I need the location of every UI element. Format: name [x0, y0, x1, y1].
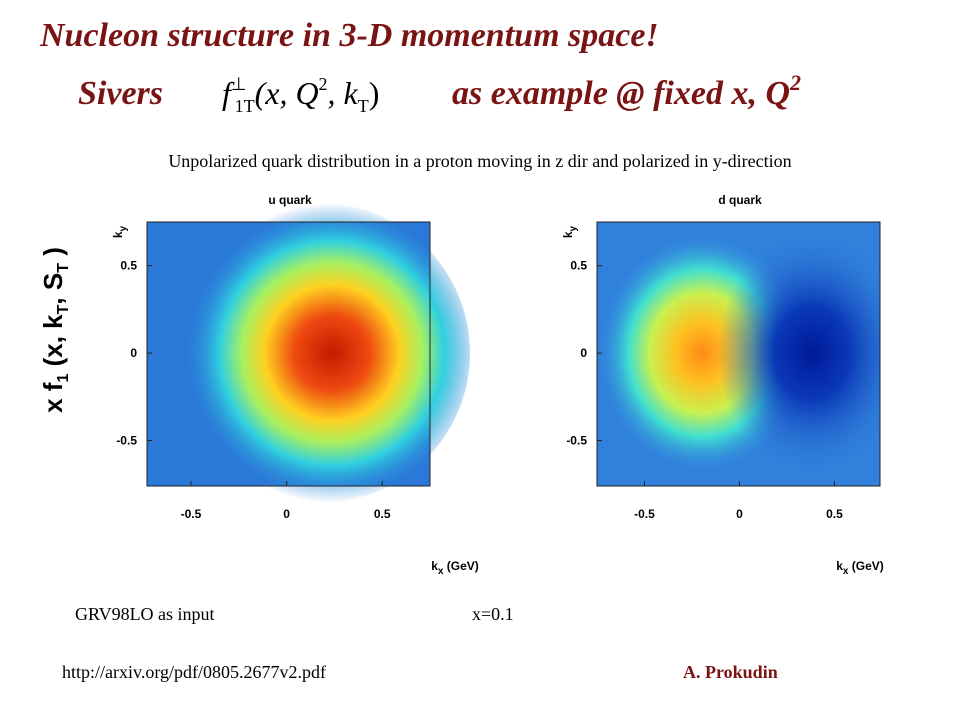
footer-author: A. Prokudin: [683, 662, 778, 682]
y-tick-label: -0.5: [116, 434, 137, 448]
x-tick-label: -0.5: [634, 507, 655, 521]
y-tick-label: 0.5: [120, 259, 137, 273]
panel-title: d quark: [718, 193, 762, 207]
yq-part: ): [38, 247, 68, 263]
heatmap-u: [146, 203, 470, 503]
formula-args: (x, Q: [255, 75, 319, 111]
y-label-sub: y: [118, 225, 129, 231]
title-line1: Nucleon structure in 3-D momentum space!: [39, 17, 659, 54]
yq-sub: T: [55, 304, 72, 314]
x-label-unit: (GeV): [443, 559, 478, 573]
title-rest: as example @ fixed x, Q2: [452, 70, 801, 112]
title-rest-text: as example @ fixed x, Q: [452, 75, 790, 112]
x-axis-label: kx (GeV): [431, 559, 479, 577]
y-label-k: k: [561, 231, 575, 238]
heatmap-d: [596, 221, 881, 487]
title-rest-sup: 2: [789, 70, 801, 95]
y-axis-label: ky: [561, 225, 579, 238]
formula-k: , k: [328, 75, 359, 111]
x-label-sub: x: [438, 566, 444, 577]
y-tick-label: 0: [580, 346, 587, 360]
yq-part: (x, k: [38, 314, 68, 374]
x-label-sub: x: [843, 566, 849, 577]
x-tick-label: 0.5: [826, 507, 843, 521]
x-label-k: k: [836, 559, 843, 573]
formula-close: ): [369, 75, 380, 111]
x-tick-label: 0: [736, 507, 743, 521]
yq-part: , S: [38, 273, 68, 305]
formula-sub: 1T: [235, 96, 255, 116]
title-sivers: Sivers: [78, 75, 163, 112]
yq-sub: T: [55, 263, 72, 273]
x-label-unit: (GeV): [848, 559, 883, 573]
formula: f⊥ 1T(x, Q2, kT): [222, 74, 379, 116]
y-tick-label: -0.5: [566, 434, 587, 448]
y-quantity: x f1 (x, kT, ST ): [38, 247, 72, 413]
panel-title: u quark: [268, 193, 312, 207]
footer-x: x=0.1: [472, 604, 514, 624]
y-label-sub: y: [568, 225, 579, 231]
y-tick-label: 0: [130, 346, 137, 360]
y-tick-label: 0.5: [570, 259, 587, 273]
x-axis-label: kx (GeV): [836, 559, 884, 577]
x-tick-label: -0.5: [181, 507, 202, 521]
y-axis-label: ky: [111, 225, 129, 238]
y-label-k: k: [111, 231, 125, 238]
footer-input: GRV98LO as input: [75, 604, 215, 624]
x-tick-label: 0.5: [374, 507, 391, 521]
yq-part: x f: [38, 382, 68, 413]
formula-perp: ⊥: [231, 74, 247, 94]
formula-sub-t: T: [358, 96, 369, 116]
formula-sup: 2: [319, 74, 328, 94]
footer-url[interactable]: http://arxiv.org/pdf/0805.2677v2.pdf: [62, 662, 326, 682]
x-tick-label: 0: [283, 507, 290, 521]
x-label-k: k: [431, 559, 438, 573]
yq-sub: 1: [55, 374, 72, 383]
subtitle: Unpolarized quark distribution in a prot…: [168, 151, 791, 171]
